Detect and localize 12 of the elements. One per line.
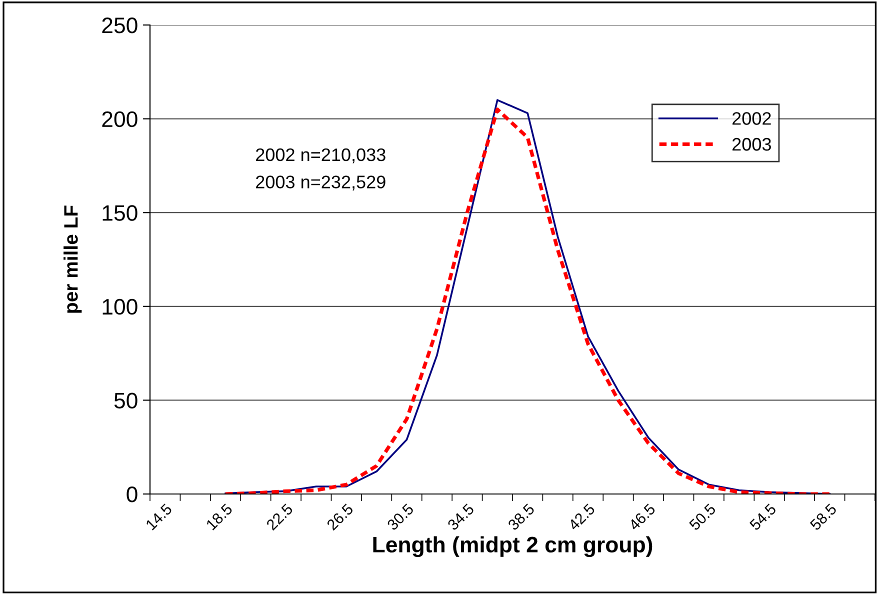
legend-label: 2002	[732, 112, 771, 125]
y-axis-title: per mille LF	[64, 206, 82, 313]
x-axis-title: Length (midpt 2 cm group)	[373, 536, 652, 558]
y-tick-label: 150	[102, 205, 138, 221]
y-tick-label: 0	[126, 486, 138, 502]
y-tick-label: 250	[102, 18, 138, 34]
legend-label: 2003	[732, 138, 771, 151]
y-tick-label: 100	[102, 298, 138, 315]
annotation: 2003 n=232,529	[256, 176, 386, 190]
y-tick-label: 200	[102, 111, 138, 128]
annotation: 2002 n=210,033	[256, 148, 386, 164]
y-tick-label: 50	[114, 392, 138, 408]
